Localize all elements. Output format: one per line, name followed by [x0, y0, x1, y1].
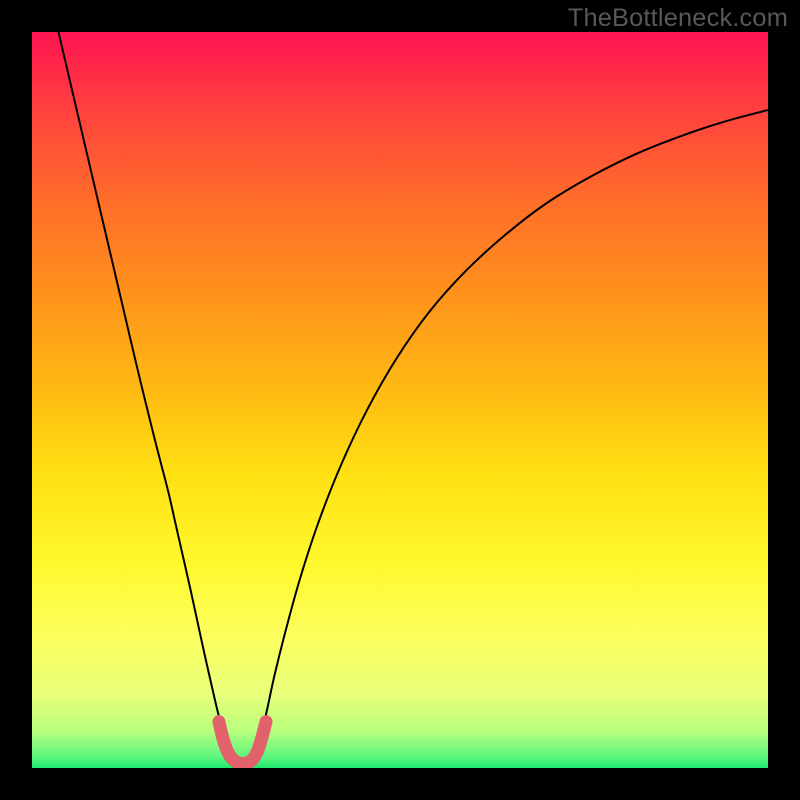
gradient-background — [32, 32, 768, 768]
chart-svg — [32, 32, 768, 768]
plot-area — [32, 32, 768, 768]
watermark-text: TheBottleneck.com — [568, 4, 788, 33]
